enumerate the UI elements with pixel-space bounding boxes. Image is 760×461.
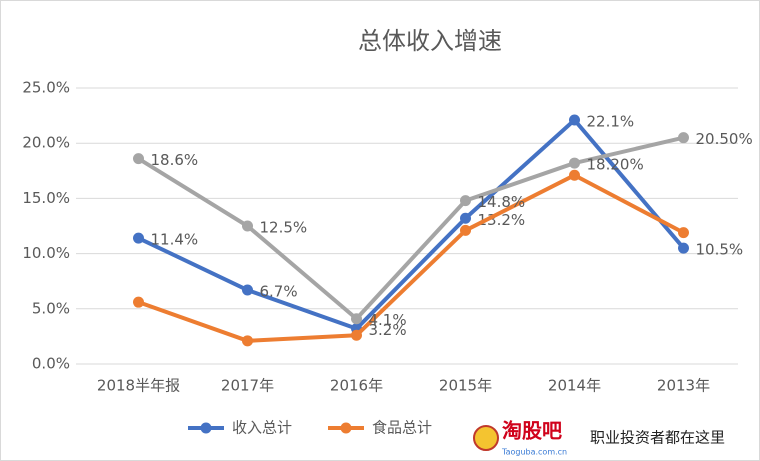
series	[133, 169, 689, 347]
point	[133, 232, 144, 244]
line	[137, 118, 686, 331]
point	[569, 157, 580, 169]
data-label: 11.4%	[151, 231, 199, 249]
legend-marker	[340, 422, 352, 434]
point	[569, 114, 580, 126]
legend-marker	[200, 422, 212, 434]
watermark-logo: 淘股吧	[502, 419, 562, 443]
point	[460, 195, 471, 207]
y-tick-label: 15.0%	[22, 189, 70, 207]
series: 11.4% 6.7% 3.2% 13.2% 22.1% 10.5%	[133, 113, 744, 339]
y-tick-label: 25.0%	[22, 79, 70, 97]
point	[351, 329, 362, 341]
y-tick-label: 20.0%	[22, 134, 70, 152]
line	[137, 135, 684, 321]
data-label: 4.1%	[369, 311, 407, 329]
y-tick-label: 0.0%	[32, 355, 70, 373]
point	[460, 224, 471, 236]
point	[678, 242, 689, 254]
x-tick-label: 2018半年报	[97, 377, 180, 395]
point	[242, 335, 253, 347]
point	[678, 132, 689, 144]
point	[133, 153, 144, 165]
x-tick-label: 2017年	[221, 377, 274, 395]
y-tick-label: 5.0%	[32, 299, 70, 317]
watermark-site: Taoguba.com.cn	[501, 448, 567, 457]
watermark-icon	[473, 425, 499, 451]
x-tick-label: 2013年	[657, 377, 710, 395]
point	[351, 313, 362, 325]
data-label: 6.7%	[260, 283, 298, 301]
data-label: 3.2%	[369, 321, 407, 339]
data-label: 22.1%	[587, 113, 635, 131]
x-tick-label: 2014年	[548, 377, 601, 395]
data-label: 10.5%	[696, 241, 744, 259]
watermark-slogan: 职业投资者都在这里	[590, 429, 725, 447]
data-label: 14.8%	[478, 193, 526, 211]
data-label: 20.50%	[696, 130, 753, 148]
data-label: 13.2%	[478, 211, 526, 229]
point	[242, 220, 253, 232]
legend: 收入总计 食品总计	[188, 419, 432, 437]
legend-label: 食品总计	[372, 419, 432, 437]
point	[460, 212, 471, 224]
line	[137, 173, 685, 343]
y-tick-label: 10.0%	[22, 244, 70, 262]
watermark: 淘股吧 Taoguba.com.cn 职业投资者都在这里	[473, 419, 725, 457]
data-label: 12.5%	[260, 219, 308, 237]
data-label: 18.6%	[151, 151, 199, 169]
point	[569, 169, 580, 181]
data-label: 18.20%	[587, 156, 644, 174]
chart-title: 总体收入增速	[358, 27, 502, 55]
x-tick-label: 2016年	[330, 377, 383, 395]
point	[678, 227, 689, 239]
point	[133, 296, 144, 308]
legend-label: 收入总计	[232, 419, 292, 437]
point	[242, 284, 253, 296]
x-tick-label: 2015年	[439, 377, 492, 395]
series: 18.6% 12.5% 4.1% 14.8% 18.20% 20.50%	[133, 130, 753, 329]
